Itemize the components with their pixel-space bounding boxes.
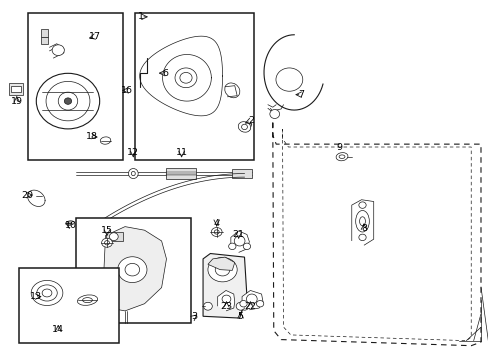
Bar: [105, 232, 122, 241]
Text: 19: 19: [11, 96, 23, 105]
Ellipse shape: [77, 295, 97, 305]
Ellipse shape: [175, 68, 197, 87]
Bar: [27, 13, 122, 160]
Text: 14: 14: [52, 325, 64, 334]
Ellipse shape: [37, 285, 57, 301]
Ellipse shape: [358, 202, 366, 208]
Ellipse shape: [275, 68, 302, 91]
Ellipse shape: [355, 211, 368, 232]
Bar: [11, 86, 21, 92]
Polygon shape: [41, 37, 48, 44]
Polygon shape: [41, 30, 48, 37]
Ellipse shape: [118, 257, 147, 283]
Ellipse shape: [269, 109, 279, 118]
Ellipse shape: [335, 153, 347, 161]
Polygon shape: [207, 257, 234, 270]
Bar: [166, 168, 195, 179]
Ellipse shape: [241, 124, 247, 130]
Ellipse shape: [222, 295, 230, 303]
Ellipse shape: [203, 302, 212, 310]
Text: 3: 3: [191, 312, 197, 321]
Text: 1: 1: [138, 12, 144, 21]
Polygon shape: [351, 200, 373, 245]
Ellipse shape: [102, 238, 112, 247]
Text: 22: 22: [244, 302, 256, 311]
Text: 21: 21: [232, 230, 244, 239]
Text: 11: 11: [175, 148, 187, 157]
Polygon shape: [230, 231, 249, 252]
Ellipse shape: [104, 240, 109, 245]
Ellipse shape: [240, 301, 246, 307]
Ellipse shape: [82, 298, 92, 303]
Ellipse shape: [238, 122, 250, 132]
Bar: [76, 218, 190, 323]
Ellipse shape: [68, 222, 72, 224]
Ellipse shape: [228, 243, 236, 249]
Text: 6: 6: [162, 69, 168, 78]
Polygon shape: [203, 253, 246, 318]
Text: 18: 18: [86, 132, 98, 141]
Ellipse shape: [52, 45, 64, 55]
Ellipse shape: [214, 230, 219, 234]
Ellipse shape: [246, 294, 257, 304]
Ellipse shape: [358, 234, 366, 240]
Bar: [19, 268, 119, 343]
Ellipse shape: [215, 264, 229, 276]
Text: 8: 8: [360, 224, 366, 233]
Ellipse shape: [65, 221, 74, 225]
Bar: [9, 83, 23, 95]
Ellipse shape: [31, 280, 63, 306]
Text: 16: 16: [120, 86, 132, 95]
Ellipse shape: [359, 217, 365, 226]
Text: 7: 7: [298, 90, 304, 99]
Text: 13: 13: [30, 292, 42, 301]
Ellipse shape: [100, 137, 111, 144]
Ellipse shape: [338, 155, 344, 158]
Text: 15: 15: [101, 226, 113, 235]
Bar: [135, 13, 254, 160]
Text: 9: 9: [336, 143, 342, 152]
Polygon shape: [217, 291, 234, 311]
Ellipse shape: [109, 233, 118, 240]
Ellipse shape: [236, 302, 244, 310]
Text: 2: 2: [247, 116, 253, 125]
Ellipse shape: [180, 72, 192, 83]
Ellipse shape: [46, 81, 90, 121]
Polygon shape: [242, 291, 263, 310]
Text: 12: 12: [127, 148, 139, 157]
Text: 23: 23: [220, 302, 232, 311]
Ellipse shape: [240, 302, 248, 310]
Text: 10: 10: [64, 221, 76, 230]
Ellipse shape: [234, 236, 244, 246]
Ellipse shape: [131, 171, 135, 176]
Ellipse shape: [256, 301, 263, 307]
Ellipse shape: [243, 243, 250, 249]
Ellipse shape: [58, 92, 78, 110]
Ellipse shape: [42, 289, 52, 297]
Ellipse shape: [224, 83, 240, 98]
Polygon shape: [103, 226, 166, 311]
Ellipse shape: [125, 264, 140, 276]
Ellipse shape: [36, 73, 100, 129]
Ellipse shape: [211, 228, 222, 237]
Ellipse shape: [128, 168, 138, 179]
Text: 5: 5: [237, 312, 243, 321]
Text: 17: 17: [89, 32, 101, 41]
Text: 20: 20: [21, 190, 34, 199]
Ellipse shape: [207, 257, 237, 282]
Ellipse shape: [64, 98, 72, 104]
Text: 4: 4: [213, 219, 219, 228]
Bar: [232, 169, 251, 178]
